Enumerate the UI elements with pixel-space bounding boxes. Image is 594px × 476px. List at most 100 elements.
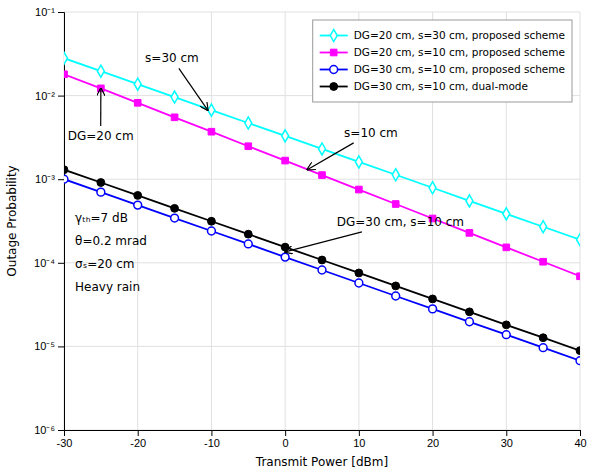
legend-swatch-marker xyxy=(330,49,337,56)
x-tick-mark xyxy=(580,430,581,436)
annotation-arrow xyxy=(307,143,353,170)
y-tick: 10⁻⁵ xyxy=(34,340,64,352)
series-marker xyxy=(171,114,178,121)
series-marker xyxy=(171,91,178,103)
series-marker xyxy=(244,240,252,248)
y-axis-line xyxy=(58,13,65,431)
series-marker xyxy=(392,169,399,181)
x-tick: -30 xyxy=(57,430,73,449)
x-tick: 40 xyxy=(574,430,586,449)
x-tick: 30 xyxy=(501,430,513,449)
series-marker xyxy=(97,179,105,187)
series-marker xyxy=(208,227,216,235)
series-marker xyxy=(540,221,547,233)
x-grid-line xyxy=(137,12,138,430)
series-marker xyxy=(134,201,142,209)
series-marker xyxy=(97,188,105,196)
y-tick-mark xyxy=(58,346,64,347)
series-marker xyxy=(466,195,473,207)
series-marker xyxy=(64,166,68,174)
y-axis-title: Outage Probability xyxy=(5,165,19,276)
series-marker xyxy=(319,143,326,155)
annotation-text: θ=0.2 mrad xyxy=(75,234,147,248)
legend-swatch-marker xyxy=(330,83,338,91)
series-marker xyxy=(318,266,326,274)
series-marker xyxy=(355,279,363,287)
series xyxy=(64,175,580,364)
x-axis-title: Transmit Power [dBm] xyxy=(255,455,388,469)
series-marker xyxy=(503,244,510,251)
y-tick: 10⁻² xyxy=(35,90,64,102)
series xyxy=(64,166,580,355)
x-tick-mark xyxy=(285,430,286,436)
legend: DG=20 cm, s=30 cm, proposed scheme DG=20 … xyxy=(313,20,572,102)
x-tick: -20 xyxy=(130,430,146,449)
series-marker xyxy=(429,182,436,194)
series-marker xyxy=(208,217,216,225)
series-marker xyxy=(171,214,179,222)
legend-label: DG=30 cm, s=10 cm, proposed scheme xyxy=(354,63,565,75)
series-line xyxy=(64,170,580,351)
y-tick-mark xyxy=(58,179,64,180)
y-tick-mark xyxy=(58,430,64,431)
x-tick: 10 xyxy=(353,430,365,449)
legend-label: DG=20 cm, s=10 cm, proposed scheme xyxy=(354,46,565,58)
series-marker xyxy=(245,117,252,129)
legend-entry: DG=30 cm, s=10 cm, proposed scheme xyxy=(320,63,565,75)
y-tick-label: 10⁻⁵ xyxy=(34,340,55,352)
y-grid-line xyxy=(64,12,580,13)
annotation-arrow xyxy=(100,88,101,126)
annotation-arrow xyxy=(179,68,208,110)
series-marker xyxy=(392,201,399,208)
series-marker xyxy=(208,128,215,135)
annotation-text: s=30 cm xyxy=(145,51,199,65)
series-marker xyxy=(64,71,67,78)
series-marker xyxy=(466,230,473,237)
y-tick-mark xyxy=(58,96,64,97)
x-axis-line xyxy=(65,431,581,437)
legend-frame xyxy=(313,20,572,102)
series-marker xyxy=(466,308,474,316)
series-marker xyxy=(429,305,437,313)
series-marker xyxy=(97,65,104,77)
annotation-text: DG=30 cm, s=10 cm xyxy=(337,215,464,229)
x-tick-label: -30 xyxy=(57,437,73,449)
series-marker xyxy=(392,282,400,290)
series-line xyxy=(64,179,580,360)
x-grid-line xyxy=(285,12,286,430)
series-marker xyxy=(244,230,252,238)
series-marker xyxy=(392,292,400,300)
series-marker xyxy=(281,253,289,261)
series-marker xyxy=(503,208,510,220)
series-marker xyxy=(577,273,580,280)
series-marker xyxy=(576,357,580,365)
series-marker xyxy=(134,78,141,90)
x-grid-line xyxy=(580,12,581,430)
series-marker xyxy=(577,234,580,246)
x-tick-mark xyxy=(138,430,139,436)
series-marker xyxy=(502,321,510,329)
series-marker xyxy=(171,204,179,212)
series-marker xyxy=(466,318,474,326)
y-tick-mark xyxy=(58,12,64,13)
series-marker xyxy=(64,175,68,183)
x-tick-mark xyxy=(211,430,212,436)
series-marker xyxy=(576,347,580,355)
x-tick-label: -10 xyxy=(204,437,220,449)
x-tick-label: -20 xyxy=(130,437,146,449)
y-tick: 10⁻⁴ xyxy=(34,257,64,269)
legend-label: DG=20 cm, s=30 cm, proposed scheme xyxy=(354,29,565,41)
series-marker xyxy=(64,52,67,64)
y-tick-label: 10⁻³ xyxy=(35,173,55,185)
series-marker xyxy=(134,191,142,199)
y-tick: 10⁻⁶ xyxy=(34,424,64,436)
x-tick-label: 40 xyxy=(574,437,586,449)
legend-swatch-marker xyxy=(330,29,337,41)
annotation-text: σₛ=20 cm xyxy=(75,257,135,271)
annotation-arrow xyxy=(285,232,362,252)
x-axis: -30-20-10010203040 xyxy=(57,430,587,449)
series-marker xyxy=(539,344,547,352)
annotation-text: DG=20 cm xyxy=(68,129,134,143)
series-marker xyxy=(355,156,362,168)
series-marker xyxy=(319,172,326,179)
